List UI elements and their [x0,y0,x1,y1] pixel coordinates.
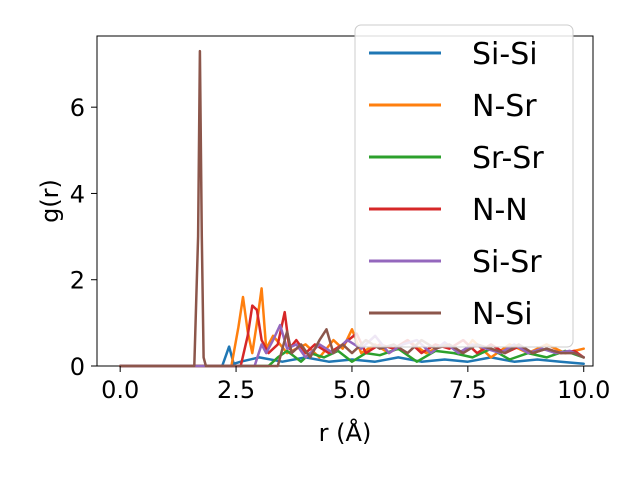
legend-items: Si-Si N-Sr Sr-Sr N-N Si-Sr N-Si [369,37,544,332]
y-axis: 0 2 4 6 [70,94,97,381]
x-tick-label: 0.0 [101,376,139,404]
legend-label: Sr-Sr [472,141,544,176]
x-axis-label: r (Å) [319,418,372,447]
x-tick-label: 2.5 [217,376,255,404]
y-tick-label: 0 [70,353,85,381]
legend-label: N-Si [472,297,533,332]
series-line-si-si [118,345,585,368]
x-tick-label: 5.0 [333,376,371,404]
y-tick-label: 4 [70,180,85,208]
x-tick-label: 10.0 [557,376,610,404]
y-tick-label: 6 [70,94,85,122]
x-tick-label: 7.5 [449,376,487,404]
legend-label: N-N [472,193,528,228]
legend-label: Si-Si [472,37,538,72]
x-axis: 0.0 2.5 5.0 7.5 10.0 [101,366,610,404]
y-axis-label: g(r) [36,179,64,223]
y-tick-label: 2 [70,267,85,295]
legend-box [354,24,574,348]
series-line-n-si [118,49,585,368]
plot-frame [96,35,594,367]
legend: Si-Si N-Sr Sr-Sr N-N Si-Sr N-Si [354,24,574,348]
series-line-sr-sr [118,347,585,368]
legend-label: Si-Sr [472,245,542,280]
legend-label: N-Sr [472,89,537,124]
